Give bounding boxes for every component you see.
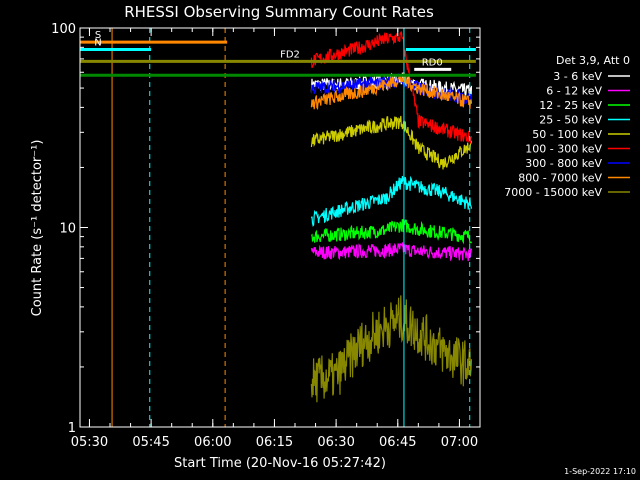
legend-entry-label-1: 3 - 6 keV: [553, 70, 602, 83]
x-tick-label-3: 06:00: [194, 435, 231, 450]
y-axis-label: Count Rate (s⁻¹ detector⁻¹): [30, 140, 45, 317]
x-axis-label: Start Time (20-Nov-16 05:27:42): [174, 456, 386, 471]
chart-title: RHESSI Observing Summary Count Rates: [124, 3, 434, 21]
legend-entry-label-2: 6 - 12 keV: [546, 85, 602, 98]
legend-entry-label-7: 300 - 800 keV: [525, 157, 602, 170]
series-line-4: [310, 175, 473, 227]
y-tick-label-2: 10: [59, 222, 76, 237]
x-tick-label-1: 05:30: [71, 435, 108, 450]
series-line-3: [310, 219, 473, 245]
series-line-5: [310, 115, 473, 170]
flag-label-1: S: [95, 30, 101, 41]
y-tick-label-1: 1: [68, 421, 76, 436]
legend-title: Det 3,9, Att 0: [556, 54, 630, 67]
legend-entry-label-8: 800 - 7000 keV: [518, 172, 602, 185]
x-tick-label-5: 06:30: [317, 435, 354, 450]
legend-entry-label-4: 25 - 50 keV: [539, 114, 602, 127]
x-tick-label-6: 06:45: [379, 435, 416, 450]
series-line-6: [310, 31, 473, 144]
series-line-9: [310, 295, 473, 403]
series-line-8: [310, 72, 473, 111]
flag-label-2: N: [94, 38, 101, 49]
legend-entry-label-6: 100 - 300 keV: [525, 143, 602, 156]
legend-entry-label-5: 50 - 100 keV: [532, 128, 602, 141]
footer-timestamp: 1-Sep-2022 17:10: [564, 467, 636, 476]
y-tick-label-3: 100: [51, 22, 76, 37]
series-line-2: [310, 242, 473, 262]
flag-label-6: RD0: [422, 57, 443, 68]
legend-entry-label-9: 7000 - 15000 keV: [504, 186, 602, 199]
x-tick-label-7: 07:00: [441, 435, 478, 450]
x-tick-label-2: 05:45: [132, 435, 169, 450]
flag-label-3: FD2: [280, 49, 300, 60]
x-tick-label-4: 06:15: [256, 435, 293, 450]
axis-layer: 05:30 05:45 06:00 06:15 06:30 06:45 07:00 1 10 10…: [51, 22, 481, 450]
legend-entry-label-3: 12 - 25 keV: [539, 99, 602, 112]
data-layer: [310, 31, 473, 403]
flag-layer: SN FD2 RD0: [80, 28, 476, 427]
